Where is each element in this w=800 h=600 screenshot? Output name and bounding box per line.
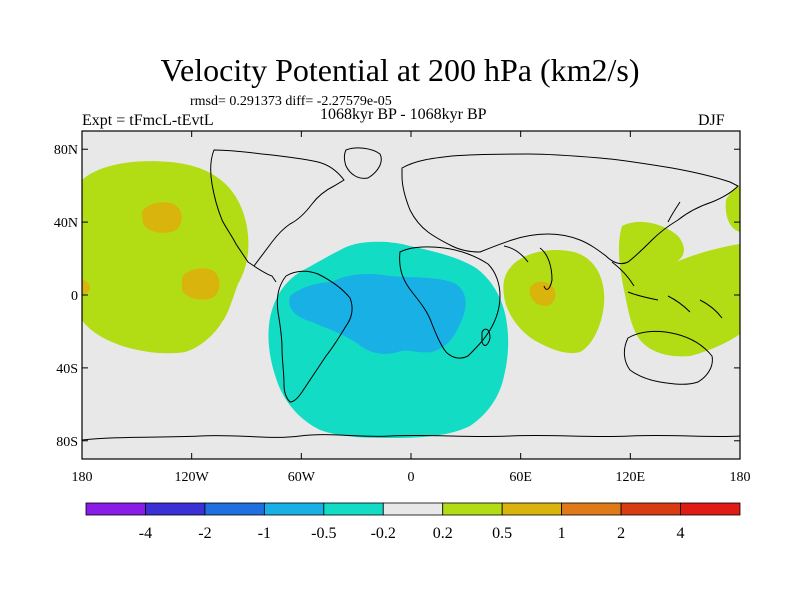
colorbar-swatch: [382, 502, 444, 516]
colorbar-swatch: [85, 502, 146, 516]
x-tick-label: 0: [408, 470, 415, 485]
latitude-axis: 80N 40N 0 40S 80S: [54, 143, 740, 450]
x-tick-label: 60W: [288, 470, 316, 485]
colorbar-label: -1: [258, 525, 271, 542]
x-tick-label: 180: [72, 470, 93, 485]
x-tick-label: 120E: [616, 470, 646, 485]
colorbar-label: -0.5: [311, 525, 336, 542]
colorbar-swatch: [323, 502, 384, 516]
y-tick-label: 0: [71, 289, 78, 304]
colorbar-label: 4: [677, 525, 685, 542]
colorbar-label: 0.2: [433, 525, 453, 542]
south-atlantic-low-cell: [289, 274, 466, 354]
west-pacific-positive-region: [618, 221, 740, 357]
colorbar-swatch: [442, 502, 503, 516]
colorbar-swatch: [263, 502, 325, 516]
period-label: 1068kyr BP - 1068kyr BP: [320, 106, 487, 123]
africa-positive-region: [503, 249, 605, 354]
contour-fields: [82, 161, 740, 438]
experiment-label: Expt = tFmcL-tEvtL: [82, 112, 214, 129]
y-tick-label: 40N: [54, 216, 78, 231]
x-tick-label: 120W: [175, 470, 210, 485]
north-pacific-positive-region: [82, 161, 249, 354]
plot-title: Velocity Potential at 200 hPa (km2/s): [160, 52, 640, 88]
colorbar-swatch: [145, 502, 206, 516]
longitude-axis: 180 120W 60W 0 60E 120E 180: [72, 131, 751, 485]
coastlines: [82, 147, 740, 441]
season-label: DJF: [698, 112, 725, 129]
colorbar: -4 -2 -1 -0.5 -0.2 0.2 0.5 1 2 4: [85, 502, 741, 542]
east-pacific-high-cell: [182, 268, 220, 300]
colorbar-swatch: [680, 502, 741, 516]
north-pacific-high-cell: [142, 202, 182, 233]
dateline-high-cell: [82, 280, 90, 294]
y-tick-label: 80S: [56, 435, 78, 450]
colorbar-label: 1: [558, 525, 566, 542]
colorbar-swatch: [204, 502, 265, 516]
colorbar-label: -4: [139, 525, 152, 542]
stats-label: rmsd= 0.291373 diff= -2.27579e-05: [190, 94, 392, 109]
colorbar-label: -0.2: [371, 525, 396, 542]
colorbar-swatch: [561, 502, 622, 516]
x-tick-label: 180: [730, 470, 751, 485]
colorbar-label: 0.5: [492, 525, 512, 542]
y-tick-label: 80N: [54, 143, 78, 158]
colorbar-swatch: [501, 502, 563, 516]
y-tick-label: 40S: [56, 362, 78, 377]
colorbar-swatch: [620, 502, 681, 516]
x-tick-label: 60E: [509, 470, 532, 485]
colorbar-label: 2: [617, 525, 625, 542]
northwest-pacific-positive-region: [725, 186, 740, 232]
colorbar-label: -2: [198, 525, 211, 542]
